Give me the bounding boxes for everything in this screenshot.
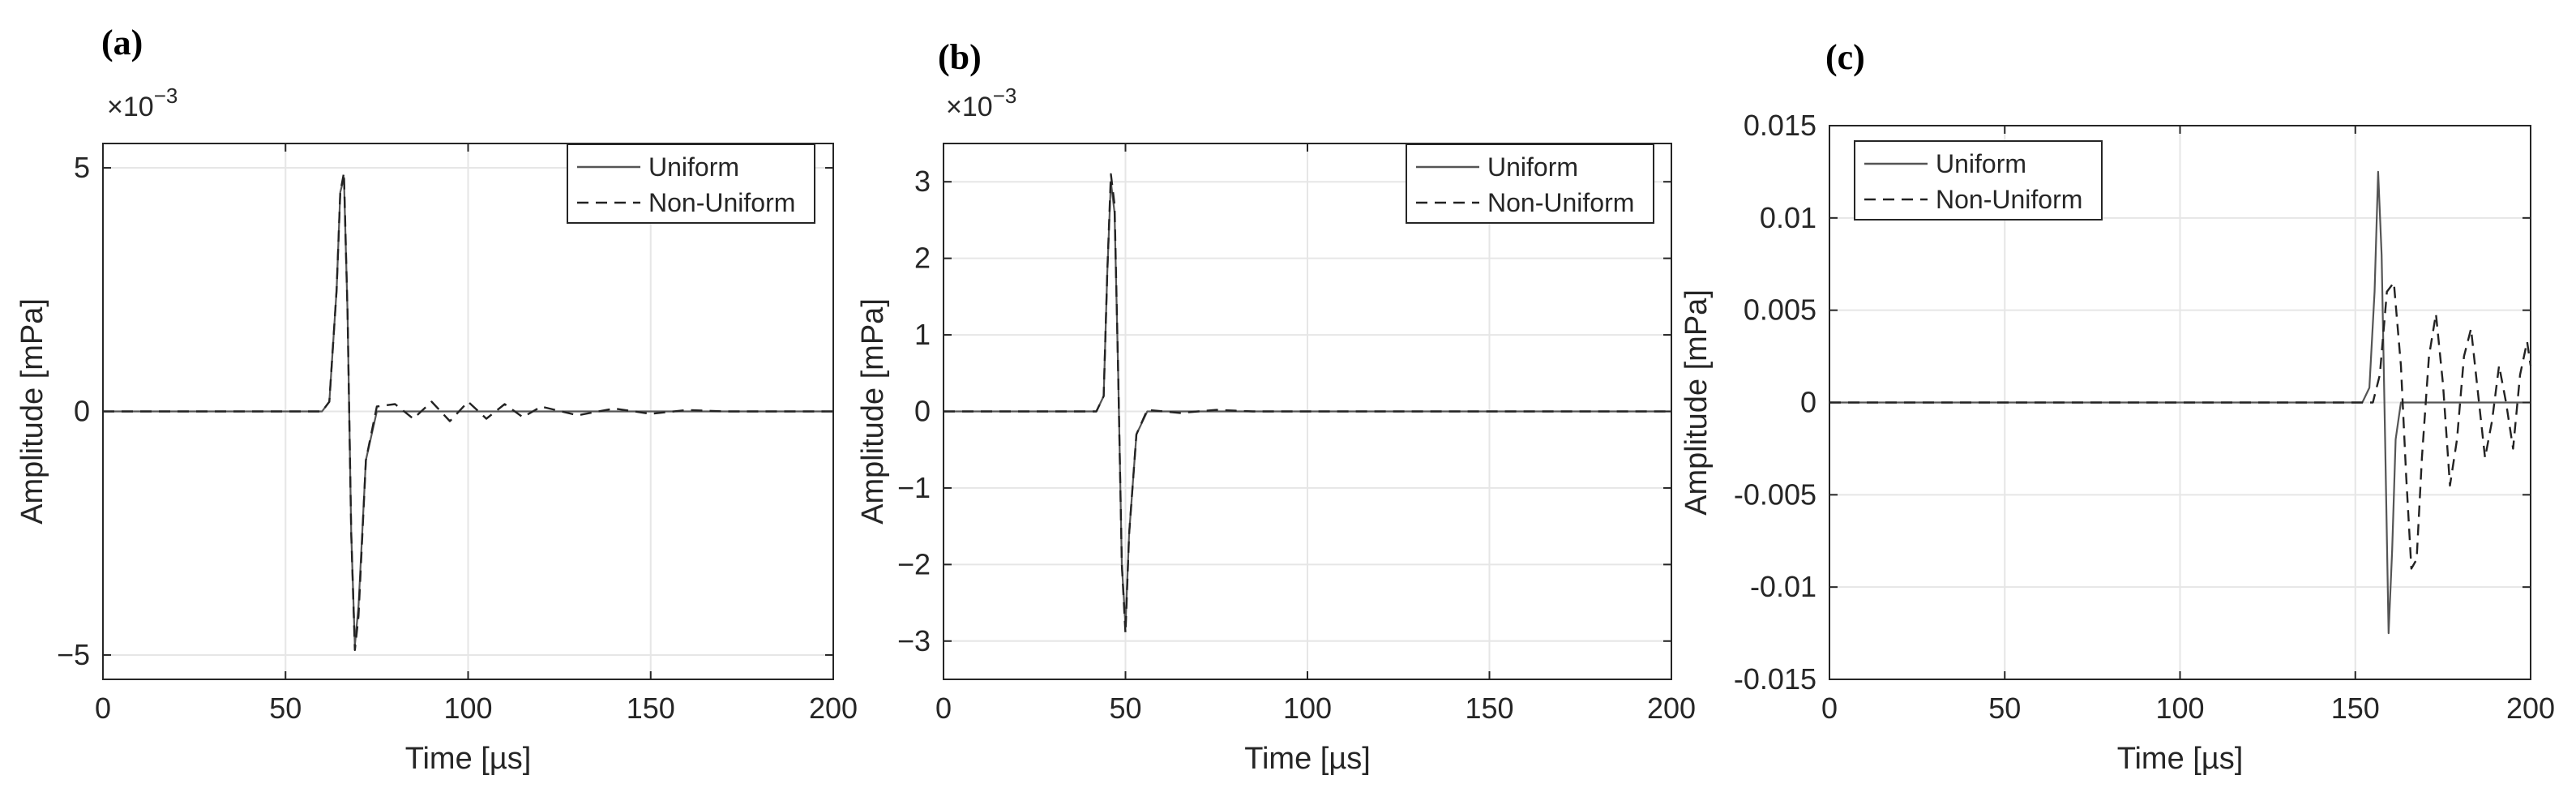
legend-entry: Uniform xyxy=(1936,149,2026,178)
y-exponent-power: −3 xyxy=(154,83,178,108)
x-tick-label: 200 xyxy=(2506,692,2555,725)
x-tick-label: 0 xyxy=(95,692,111,725)
y-tick-label: 1 xyxy=(914,318,931,351)
x-tick-label: 150 xyxy=(2331,692,2380,725)
y-tick-label: -0.015 xyxy=(1734,662,1816,696)
x-tick-label: 150 xyxy=(1465,692,1513,725)
y-tick-label: 2 xyxy=(914,242,931,275)
x-tick-label: 100 xyxy=(1283,692,1332,725)
y-tick-label: -0.01 xyxy=(1750,570,1816,603)
y-tick-label: 0 xyxy=(1800,386,1816,419)
x-axis-label: Time [µs] xyxy=(405,742,532,776)
legend-entry: Uniform xyxy=(1487,152,1578,182)
y-exponent-label: ×10−3 xyxy=(946,83,1016,122)
y-tick-label: 0 xyxy=(914,395,931,428)
x-tick-label: 200 xyxy=(809,692,858,725)
x-tick-label: 0 xyxy=(935,692,952,725)
panel-label: (a) xyxy=(101,23,143,62)
legend-box xyxy=(1854,140,2103,221)
x-tick-label: 50 xyxy=(1109,692,1141,725)
y-axis-label: Amplitude [mPa] xyxy=(1680,289,1714,516)
y-tick-label: −3 xyxy=(897,624,931,657)
y-tick-label: 3 xyxy=(914,165,931,198)
chart-panel-2: 0 50 100 150 200 −3 −2 −1 0 1 2 3 Time [µs] Amplitude… xyxy=(856,37,1696,776)
series-line-non-uniform xyxy=(103,171,833,652)
series-line-non-uniform xyxy=(1829,281,2532,570)
y-tick-label: 0.01 xyxy=(1760,201,1816,234)
y-axis-label: Amplitude [mPa] xyxy=(856,298,890,525)
y-tick-label: −5 xyxy=(57,638,90,671)
x-axis-label: Time [µs] xyxy=(1244,742,1371,776)
legend-entry: Uniform xyxy=(648,152,739,182)
y-exponent-base: ×10 xyxy=(946,92,993,122)
x-tick-label: 100 xyxy=(2155,692,2204,725)
chart-panel-3: 0 50 100 150 200 -0.015 -0.01 -0.005 0 0.005 0.01 0… xyxy=(1680,37,2555,776)
y-tick-label: 5 xyxy=(74,151,90,184)
y-tick-label: 0 xyxy=(74,395,90,428)
panel-label: (c) xyxy=(1825,37,1865,77)
series-line-uniform xyxy=(1829,170,2531,635)
x-tick-label: 100 xyxy=(443,692,492,725)
y-axis-label: Amplitude [mPa] xyxy=(15,298,49,525)
x-tick-label: 0 xyxy=(1821,692,1838,725)
y-tick-label: 0.005 xyxy=(1744,293,1816,327)
x-tick-label: 150 xyxy=(627,692,675,725)
x-tick-label: 50 xyxy=(1988,692,2021,725)
y-exponent-power: −3 xyxy=(993,83,1017,108)
legend-entry: Non-Uniform xyxy=(648,188,795,217)
y-tick-label: −1 xyxy=(897,471,931,504)
y-exponent-base: ×10 xyxy=(107,92,154,122)
y-tick-label: 0.015 xyxy=(1744,109,1816,142)
legend-entry: Non-Uniform xyxy=(1936,185,2082,214)
legend-box xyxy=(567,143,815,224)
y-exponent-label: ×10−3 xyxy=(107,83,178,122)
y-tick-label: −2 xyxy=(897,547,931,580)
series-line-non-uniform xyxy=(944,173,1671,635)
y-tick-label: -0.005 xyxy=(1734,477,1816,511)
panel-label: (b) xyxy=(938,37,982,77)
legend-entry: Non-Uniform xyxy=(1487,188,1634,217)
x-tick-label: 50 xyxy=(269,692,302,725)
x-axis-label: Time [µs] xyxy=(2117,742,2244,776)
legend-box xyxy=(1406,143,1654,224)
x-tick-label: 200 xyxy=(1647,692,1696,725)
